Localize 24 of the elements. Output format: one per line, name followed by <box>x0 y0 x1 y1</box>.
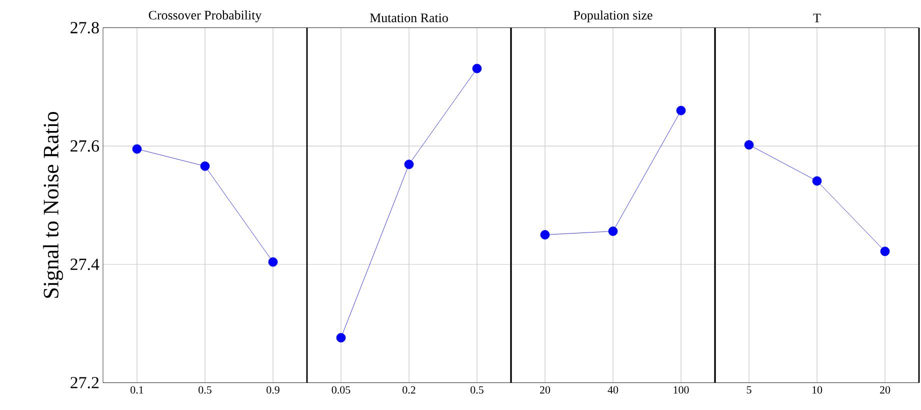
chart-title: Mutation Ratio <box>370 14 448 22</box>
point <box>268 257 278 267</box>
y-tick-label: 27.2 <box>70 376 99 388</box>
x-tick-label: 10 <box>812 386 822 394</box>
x-tick-label: 20 <box>880 386 890 394</box>
y-tick-label: 27.4 <box>70 258 100 270</box>
chart-title: Population size <box>574 10 652 22</box>
x-tick-label: 100 <box>674 386 689 394</box>
x-tick-label: 0.05 <box>332 386 350 394</box>
x-tick-label: 0.2 <box>402 386 416 394</box>
x-tick-label: 5 <box>746 386 752 394</box>
chart-title: Crossover Probability <box>148 10 262 22</box>
y-tick-label: 27.8 <box>70 22 99 34</box>
x-tick-label: 0.9 <box>266 386 280 394</box>
point <box>132 144 142 154</box>
point <box>200 161 210 171</box>
x-tick-label: 0.5 <box>198 386 212 394</box>
x-tick-label: 0.5 <box>470 386 484 394</box>
x-tick-label: 20 <box>540 386 550 394</box>
y-tick-label: 27.6 <box>70 140 99 152</box>
x-tick-label: 40 <box>608 386 618 394</box>
y-axis-title: Signal to Noise Ratio <box>43 112 64 298</box>
x-tick-label: 0.1 <box>130 386 144 394</box>
chart-title: T <box>813 14 821 22</box>
